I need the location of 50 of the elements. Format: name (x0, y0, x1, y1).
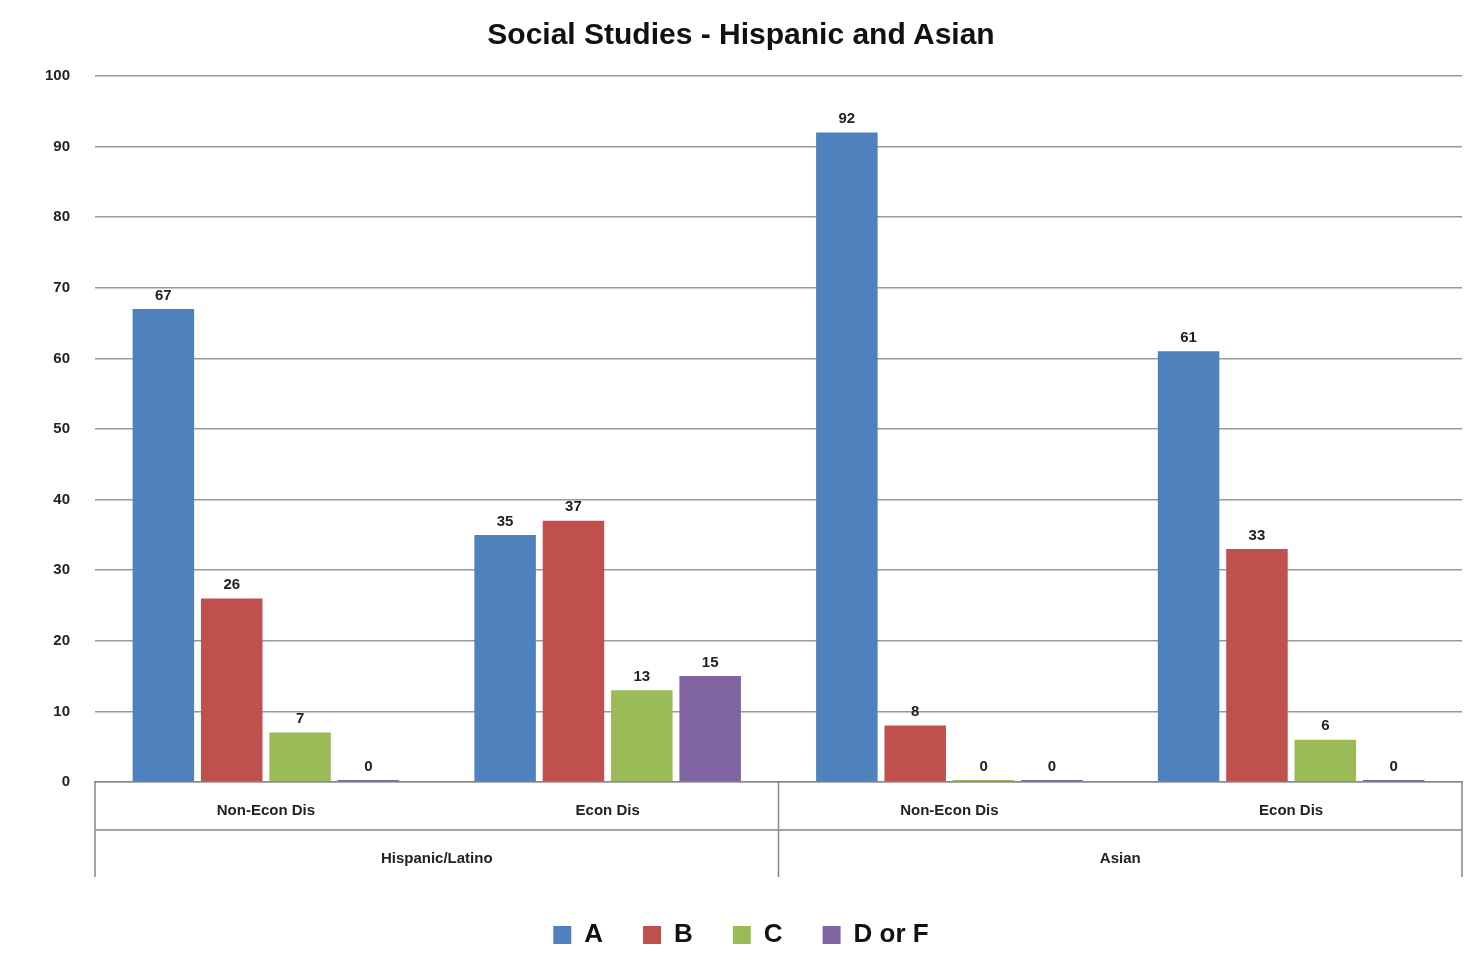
bar (132, 308, 195, 782)
bar (269, 732, 331, 782)
y-tick-label: 30 (53, 560, 71, 578)
y-tick-label: 10 (53, 701, 71, 719)
data-label: 13 (633, 666, 651, 684)
y-tick-label: 80 (53, 207, 71, 225)
legend-label: C (763, 918, 783, 949)
data-label: 0 (979, 756, 988, 774)
y-tick-label: 100 (45, 66, 71, 84)
bar (474, 534, 536, 782)
bar (542, 520, 605, 782)
data-label: 26 (223, 575, 241, 593)
text: Hispanic/Latino (380, 849, 493, 867)
chart-title: Social Studies - Hispanic and Asian (487, 17, 995, 51)
data-label: 61 (1180, 327, 1197, 345)
bar (1226, 549, 1288, 782)
bar (1157, 351, 1220, 782)
x-tick-label: Non-Econ Dis (216, 801, 316, 819)
y-tick-label: 90 (53, 136, 71, 154)
bar (611, 690, 673, 782)
x-tick-label: Non-Econ Dis (900, 801, 999, 819)
bar (200, 598, 263, 782)
legend-label: B (674, 918, 693, 949)
y-tick-label: 70 (53, 277, 71, 295)
bar (884, 725, 946, 782)
data-label: 6 (1321, 716, 1330, 734)
legend-label: D or F (853, 918, 929, 949)
data-label: 7 (295, 709, 305, 727)
y-tick-label: 50 (53, 419, 71, 437)
data-label: 8 (911, 702, 920, 720)
data-label: 37 (565, 497, 582, 515)
data-label: 67 (155, 285, 172, 303)
data-label: 0 (1389, 756, 1398, 774)
y-tick-label: 60 (53, 348, 71, 366)
x-tick-label: Econ Dis (575, 801, 640, 819)
bar (816, 132, 878, 782)
legend-label: A (584, 918, 604, 949)
data-label: 33 (1248, 525, 1266, 543)
bar (679, 676, 741, 782)
data-label: 35 (496, 511, 514, 529)
data-label: 0 (364, 756, 373, 774)
data-label: 15 (701, 652, 719, 670)
text: Asian (1099, 849, 1141, 867)
x-tick-label: Econ Dis (1259, 801, 1324, 819)
y-tick-label: 40 (53, 489, 71, 507)
bar (1294, 739, 1357, 782)
data-label: 0 (1047, 756, 1057, 774)
data-label: 92 (838, 109, 856, 127)
y-tick-label: 20 (53, 630, 71, 648)
y-tick-label: 0 (61, 772, 71, 790)
